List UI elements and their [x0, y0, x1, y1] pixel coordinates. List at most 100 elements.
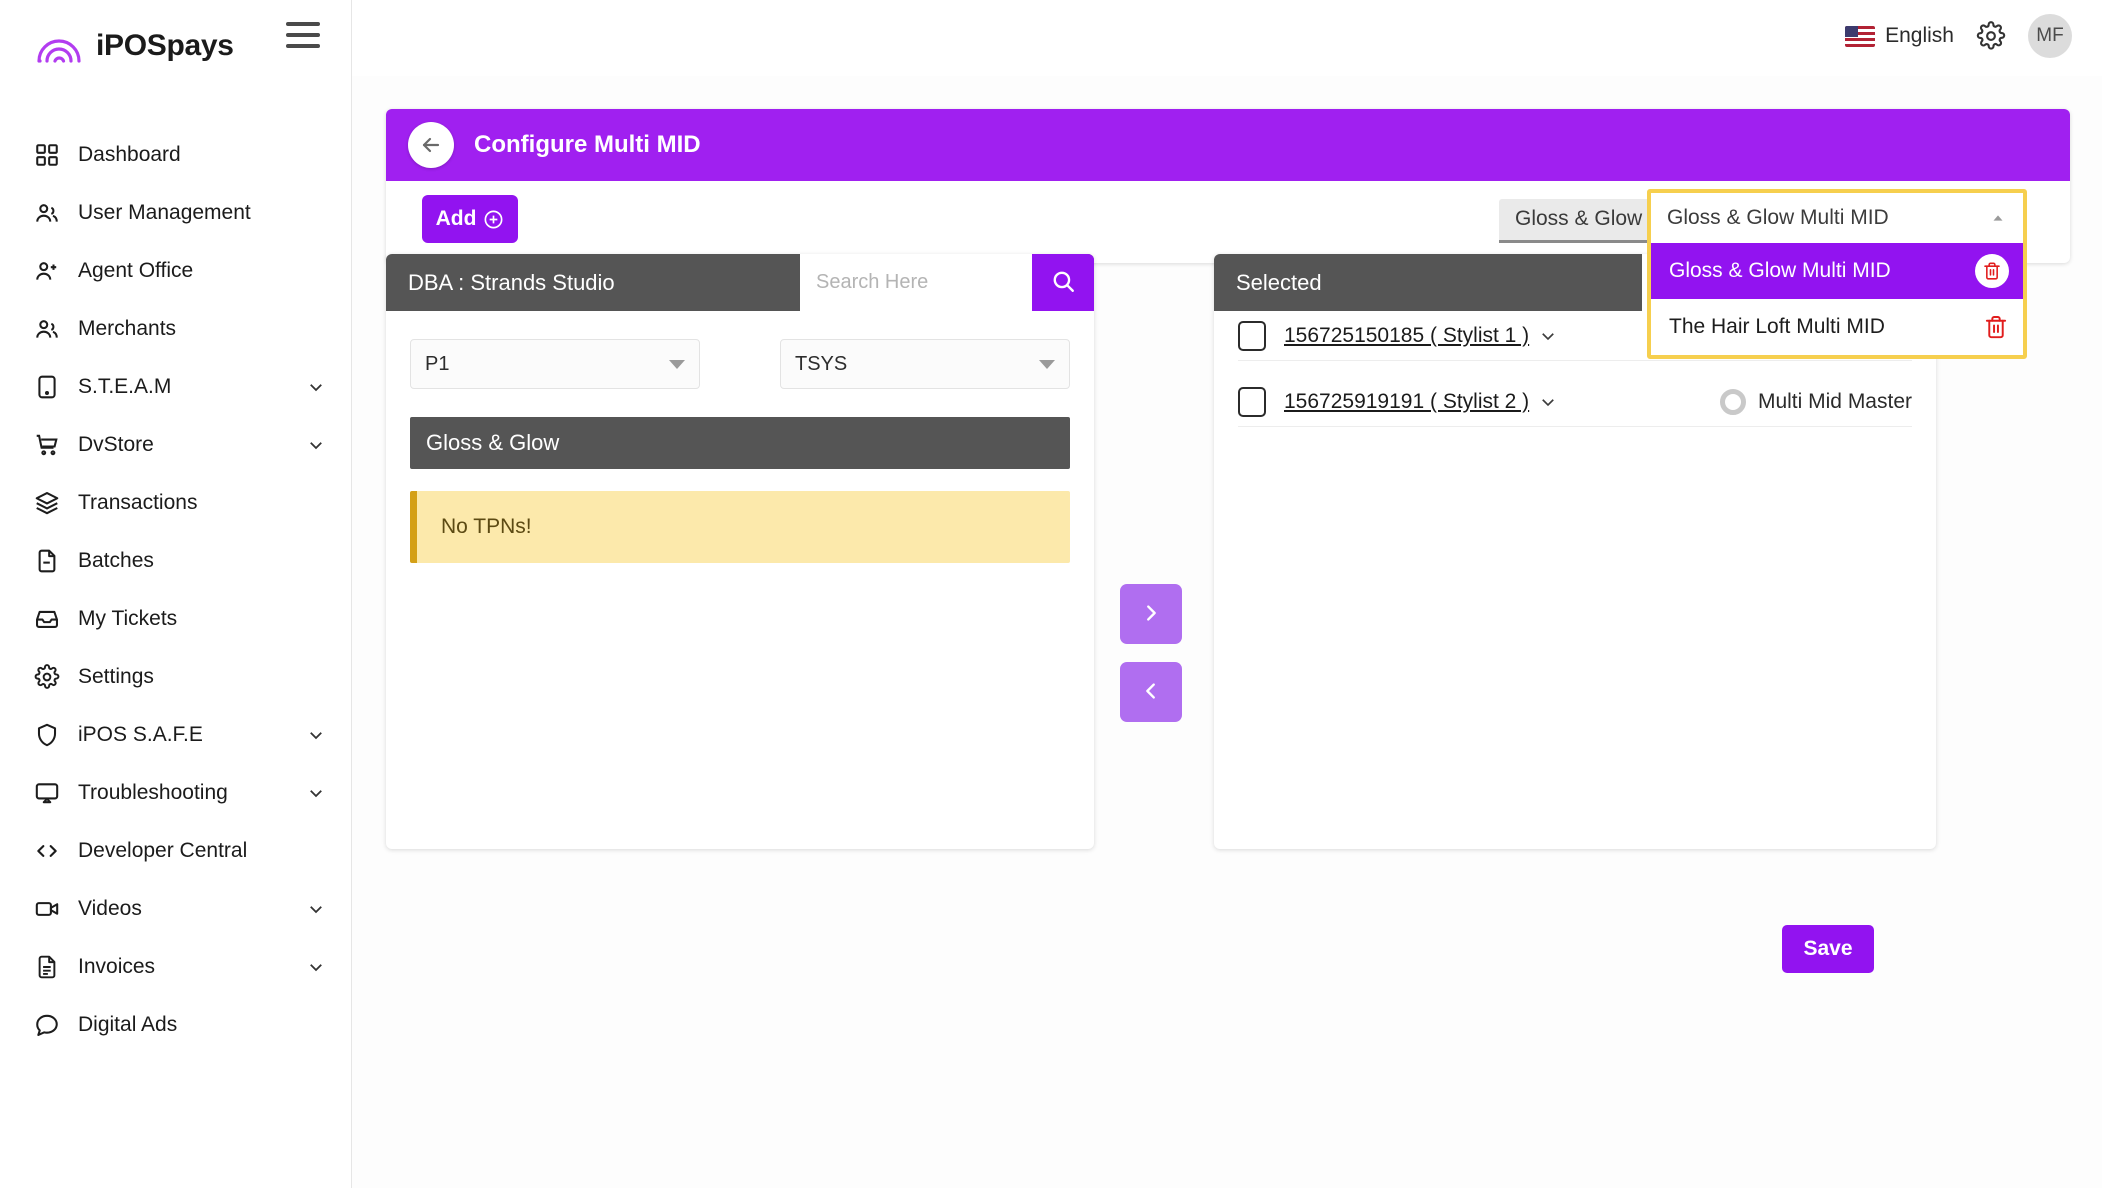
search-button[interactable] [1032, 254, 1094, 311]
sidebar-item-dvstore[interactable]: DvStore [0, 416, 351, 474]
sidebar-item-steam[interactable]: S.T.E.A.M [0, 358, 351, 416]
transfer-controls [1120, 584, 1182, 722]
row-checkbox[interactable] [1238, 320, 1266, 351]
processor-select[interactable]: TSYS [780, 339, 1070, 389]
sidebar-item-videos[interactable]: Videos [0, 880, 351, 938]
sidebar-item-digital-ads[interactable]: Digital Ads [0, 996, 351, 1054]
sidebar-item-label: My Tickets [78, 607, 178, 630]
sidebar-item-my-tickets[interactable]: My Tickets [0, 590, 351, 648]
dropdown-option-hair-loft[interactable]: The Hair Loft Multi MID [1651, 299, 2023, 355]
sidebar-item-label: Transactions [78, 491, 198, 514]
us-flag-icon [1845, 25, 1876, 47]
dropdown-selected-value: Gloss & Glow Multi MID [1667, 206, 1889, 229]
chevron-down-icon[interactable] [307, 900, 325, 918]
dropdown-toggle[interactable]: Gloss & Glow Multi MID [1651, 193, 2023, 243]
chevron-down-icon[interactable] [307, 958, 325, 976]
panel-filters: P1 TSYS [386, 311, 1094, 389]
sidebar-item-merchants[interactable]: Merchants [0, 300, 351, 358]
sidebar-item-label: Digital Ads [78, 1013, 178, 1036]
chevron-left-icon [1140, 680, 1162, 705]
code-icon [34, 838, 60, 864]
invoice-icon [34, 954, 60, 980]
tablet-icon [34, 374, 60, 400]
shield-icon [34, 722, 60, 748]
move-right-button[interactable] [1120, 584, 1182, 644]
selected-label: Selected [1236, 269, 1322, 295]
ipospays-rainbow-logo-icon [34, 28, 84, 64]
brand-name: iPOSpays [96, 29, 234, 62]
chevron-down-icon[interactable] [307, 784, 325, 802]
sidebar-item-label: Agent Office [78, 259, 194, 282]
dropdown-option-label: The Hair Loft Multi MID [1669, 315, 1885, 338]
multi-mid-master-radio[interactable] [1719, 388, 1746, 415]
sidebar-item-label: Batches [78, 549, 154, 572]
grid-icon [34, 142, 60, 168]
trash-icon[interactable] [1975, 254, 2009, 288]
hamburger-icon[interactable] [286, 22, 320, 50]
move-left-button[interactable] [1120, 662, 1182, 722]
sidebar-item-user-management[interactable]: User Management [0, 184, 351, 242]
search-input[interactable] [800, 254, 1032, 311]
row-checkbox[interactable] [1238, 386, 1266, 417]
sidebar-item-invoices[interactable]: Invoices [0, 938, 351, 996]
layers-icon [34, 490, 60, 516]
chevron-down-icon[interactable] [1539, 327, 1557, 345]
top-header: English MF [286, 0, 2102, 76]
video-icon [34, 896, 60, 922]
sidebar-item-settings[interactable]: Settings [0, 648, 351, 706]
sidebar: iPOSpays Dashboard User Management Agent… [0, 0, 352, 1188]
language-label: English [1885, 24, 1954, 47]
save-button[interactable]: Save [1782, 925, 1874, 973]
sidebar-nav: Dashboard User Management Agent Office M… [0, 126, 351, 1054]
brand-logo-block[interactable]: iPOSpays [0, 0, 351, 64]
back-button[interactable] [408, 122, 454, 168]
sidebar-item-developer-central[interactable]: Developer Central [0, 822, 351, 880]
available-panel-header: DBA : Strands Studio [386, 254, 1094, 311]
multi-mid-master-label: Multi Mid Master [1757, 389, 1912, 413]
chevron-down-icon[interactable] [307, 726, 325, 744]
sidebar-item-label: DvStore [78, 433, 154, 456]
chevron-down-icon[interactable] [1539, 393, 1557, 411]
gear-icon[interactable] [1976, 21, 2006, 51]
users-icon [34, 200, 60, 226]
sidebar-item-label: Troubleshooting [78, 781, 228, 804]
profile-select[interactable]: P1 [410, 339, 700, 389]
dba-label: DBA : Strands Studio [408, 269, 615, 295]
sidebar-item-ipos-safe[interactable]: iPOS S.A.F.E [0, 706, 351, 764]
dropdown-option-gloss-glow[interactable]: Gloss & Glow Multi MID [1651, 243, 2023, 299]
chevron-down-icon[interactable] [307, 378, 325, 396]
trash-icon[interactable] [1983, 314, 2009, 340]
chevron-down-icon[interactable] [307, 436, 325, 454]
chevron-up-icon [1989, 209, 2007, 227]
sidebar-item-troubleshooting[interactable]: Troubleshooting [0, 764, 351, 822]
add-button[interactable]: Add [422, 195, 518, 243]
sidebar-item-label: Dashboard [78, 143, 181, 166]
profile-select-value: P1 [425, 352, 450, 375]
main-content: Configure Multi MID Add Gloss & Glow Mul… [352, 76, 2102, 1188]
available-tpn-panel: DBA : Strands Studio P1 TSYS [386, 254, 1094, 849]
tpn-link[interactable]: 156725919191 ( Stylist 2 ) [1284, 389, 1530, 413]
chevron-right-icon [1140, 602, 1162, 627]
chevron-down-icon [669, 359, 685, 369]
sidebar-item-label: Merchants [78, 317, 177, 340]
language-selector[interactable]: English [1845, 24, 1954, 48]
available-search-group [800, 254, 1094, 311]
tpn-link[interactable]: 156725150185 ( Stylist 1 ) [1284, 323, 1530, 347]
inbox-icon [34, 606, 60, 632]
sidebar-item-batches[interactable]: Batches [0, 532, 351, 590]
gear-icon [34, 664, 60, 690]
sidebar-item-label: Invoices [78, 955, 156, 978]
card-header: Configure Multi MID [386, 109, 2070, 181]
sidebar-item-dashboard[interactable]: Dashboard [0, 126, 351, 184]
users-icon [34, 316, 60, 342]
sidebar-item-label: iPOS S.A.F.E [78, 723, 203, 746]
dropdown-option-label: Gloss & Glow Multi MID [1669, 259, 1891, 282]
sidebar-item-label: Developer Central [78, 839, 248, 862]
file-minus-icon [34, 548, 60, 574]
sidebar-item-transactions[interactable]: Transactions [0, 474, 351, 532]
sidebar-item-label: Settings [78, 665, 154, 688]
avatar[interactable]: MF [2028, 14, 2072, 58]
sidebar-item-agent-office[interactable]: Agent Office [0, 242, 351, 300]
chevron-down-icon [1039, 359, 1055, 369]
